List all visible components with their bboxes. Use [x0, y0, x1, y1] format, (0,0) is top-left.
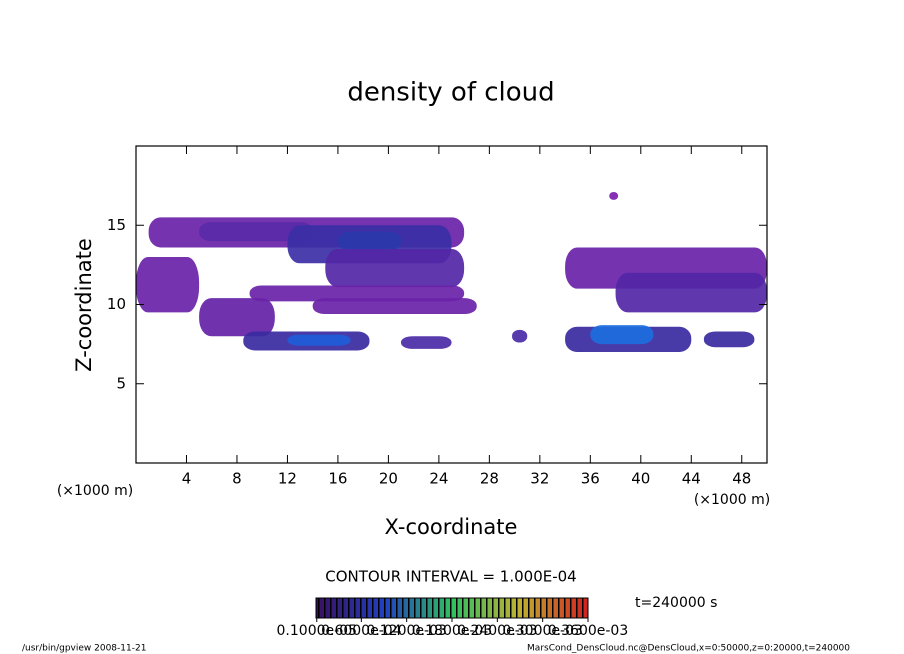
colorbar-tick-label: 0.1800e-03	[412, 623, 492, 639]
cloud-patch	[401, 336, 452, 349]
colorbar-tick-label: 0.6000e-04	[321, 623, 402, 639]
y-tick-label: 10	[107, 295, 126, 313]
x-tick-label: 32	[530, 470, 549, 488]
cloud-patch	[325, 249, 465, 288]
colorbar-tick-label: 0.1200e-03	[366, 623, 446, 639]
chart-title: density of cloud	[347, 78, 554, 108]
y-unit: (×1000 m)	[57, 483, 133, 499]
x-tick-label: 4	[182, 470, 192, 488]
x-tick-label: 24	[429, 470, 448, 488]
cloud-patch	[615, 272, 767, 313]
x-tick-label: 40	[631, 470, 650, 488]
x-tick-label: 8	[232, 470, 242, 488]
footer-right: MarsCond_DensCloud.nc@DensCloud,x=0:5000…	[527, 644, 850, 654]
cloud-patch	[287, 334, 351, 346]
cloud-patch	[703, 331, 755, 348]
y-axis-label: Z-coordinate	[72, 238, 96, 372]
x-tick-label: 12	[278, 470, 297, 488]
colorbar-stripes	[315, 597, 589, 619]
x-tick-label: 44	[682, 470, 701, 488]
cloud-patch	[249, 285, 465, 302]
cloud-patch	[199, 298, 275, 337]
x-unit: (×1000 m)	[694, 492, 770, 508]
x-tick-label: 20	[379, 470, 398, 488]
colorbar-tick-label: 0.3000e-03	[502, 623, 582, 639]
colorbar-tick-label: 0.1000e-05	[277, 623, 357, 639]
y-tick-label: 5	[116, 374, 126, 392]
cloud-patch	[312, 298, 477, 315]
time-label: t=240000 s	[635, 595, 717, 611]
x-tick-label: 28	[480, 470, 499, 488]
x-tick-label: 16	[328, 470, 347, 488]
colorbar-tick-label: 0.2400e-03	[457, 623, 537, 639]
footer-left: /usr/bin/gpview 2008-11-21	[22, 644, 146, 654]
y-tick-label: 15	[107, 216, 126, 234]
cloud-patch	[609, 191, 619, 200]
x-axis-label: X-coordinate	[385, 515, 518, 539]
cloud-patch	[590, 325, 654, 345]
contour-interval: CONTOUR INTERVAL = 1.000E-04	[325, 568, 576, 586]
colorbar-tick-label: 0.3600e-03	[548, 623, 628, 639]
x-tick-label: 36	[581, 470, 600, 488]
cloud-patch	[512, 329, 528, 343]
cloud-patch	[136, 256, 200, 313]
x-tick-label: 48	[732, 470, 751, 488]
cloud-patch	[337, 231, 402, 251]
cloud-patch	[199, 222, 313, 242]
